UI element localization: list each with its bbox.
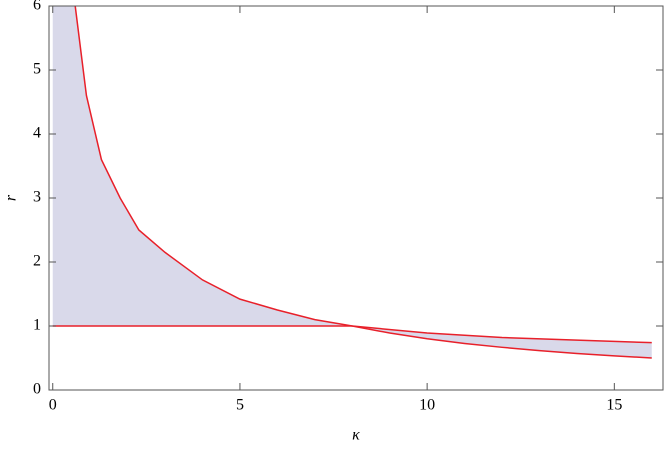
y-tick-label: 1 bbox=[33, 317, 41, 334]
y-tick-label: 4 bbox=[33, 125, 41, 142]
y-tick-label: 5 bbox=[33, 61, 41, 78]
shaded-region bbox=[52, 6, 652, 358]
y-axis-label: r bbox=[3, 194, 20, 201]
y-tick-label: 3 bbox=[33, 189, 41, 206]
x-tick-label: 10 bbox=[419, 397, 435, 414]
x-tick-label: 0 bbox=[49, 397, 57, 414]
x-tick-label: 5 bbox=[236, 397, 244, 414]
frame bbox=[48, 5, 664, 391]
y-tick-label: 2 bbox=[33, 253, 41, 270]
curve bbox=[74, 5, 652, 344]
y-tick-label: 0 bbox=[33, 381, 41, 398]
x-tick-label: 15 bbox=[606, 397, 622, 414]
y-tick-label: 6 bbox=[33, 0, 41, 14]
curve bbox=[52, 325, 652, 359]
x-axis-label: κ bbox=[352, 427, 360, 444]
